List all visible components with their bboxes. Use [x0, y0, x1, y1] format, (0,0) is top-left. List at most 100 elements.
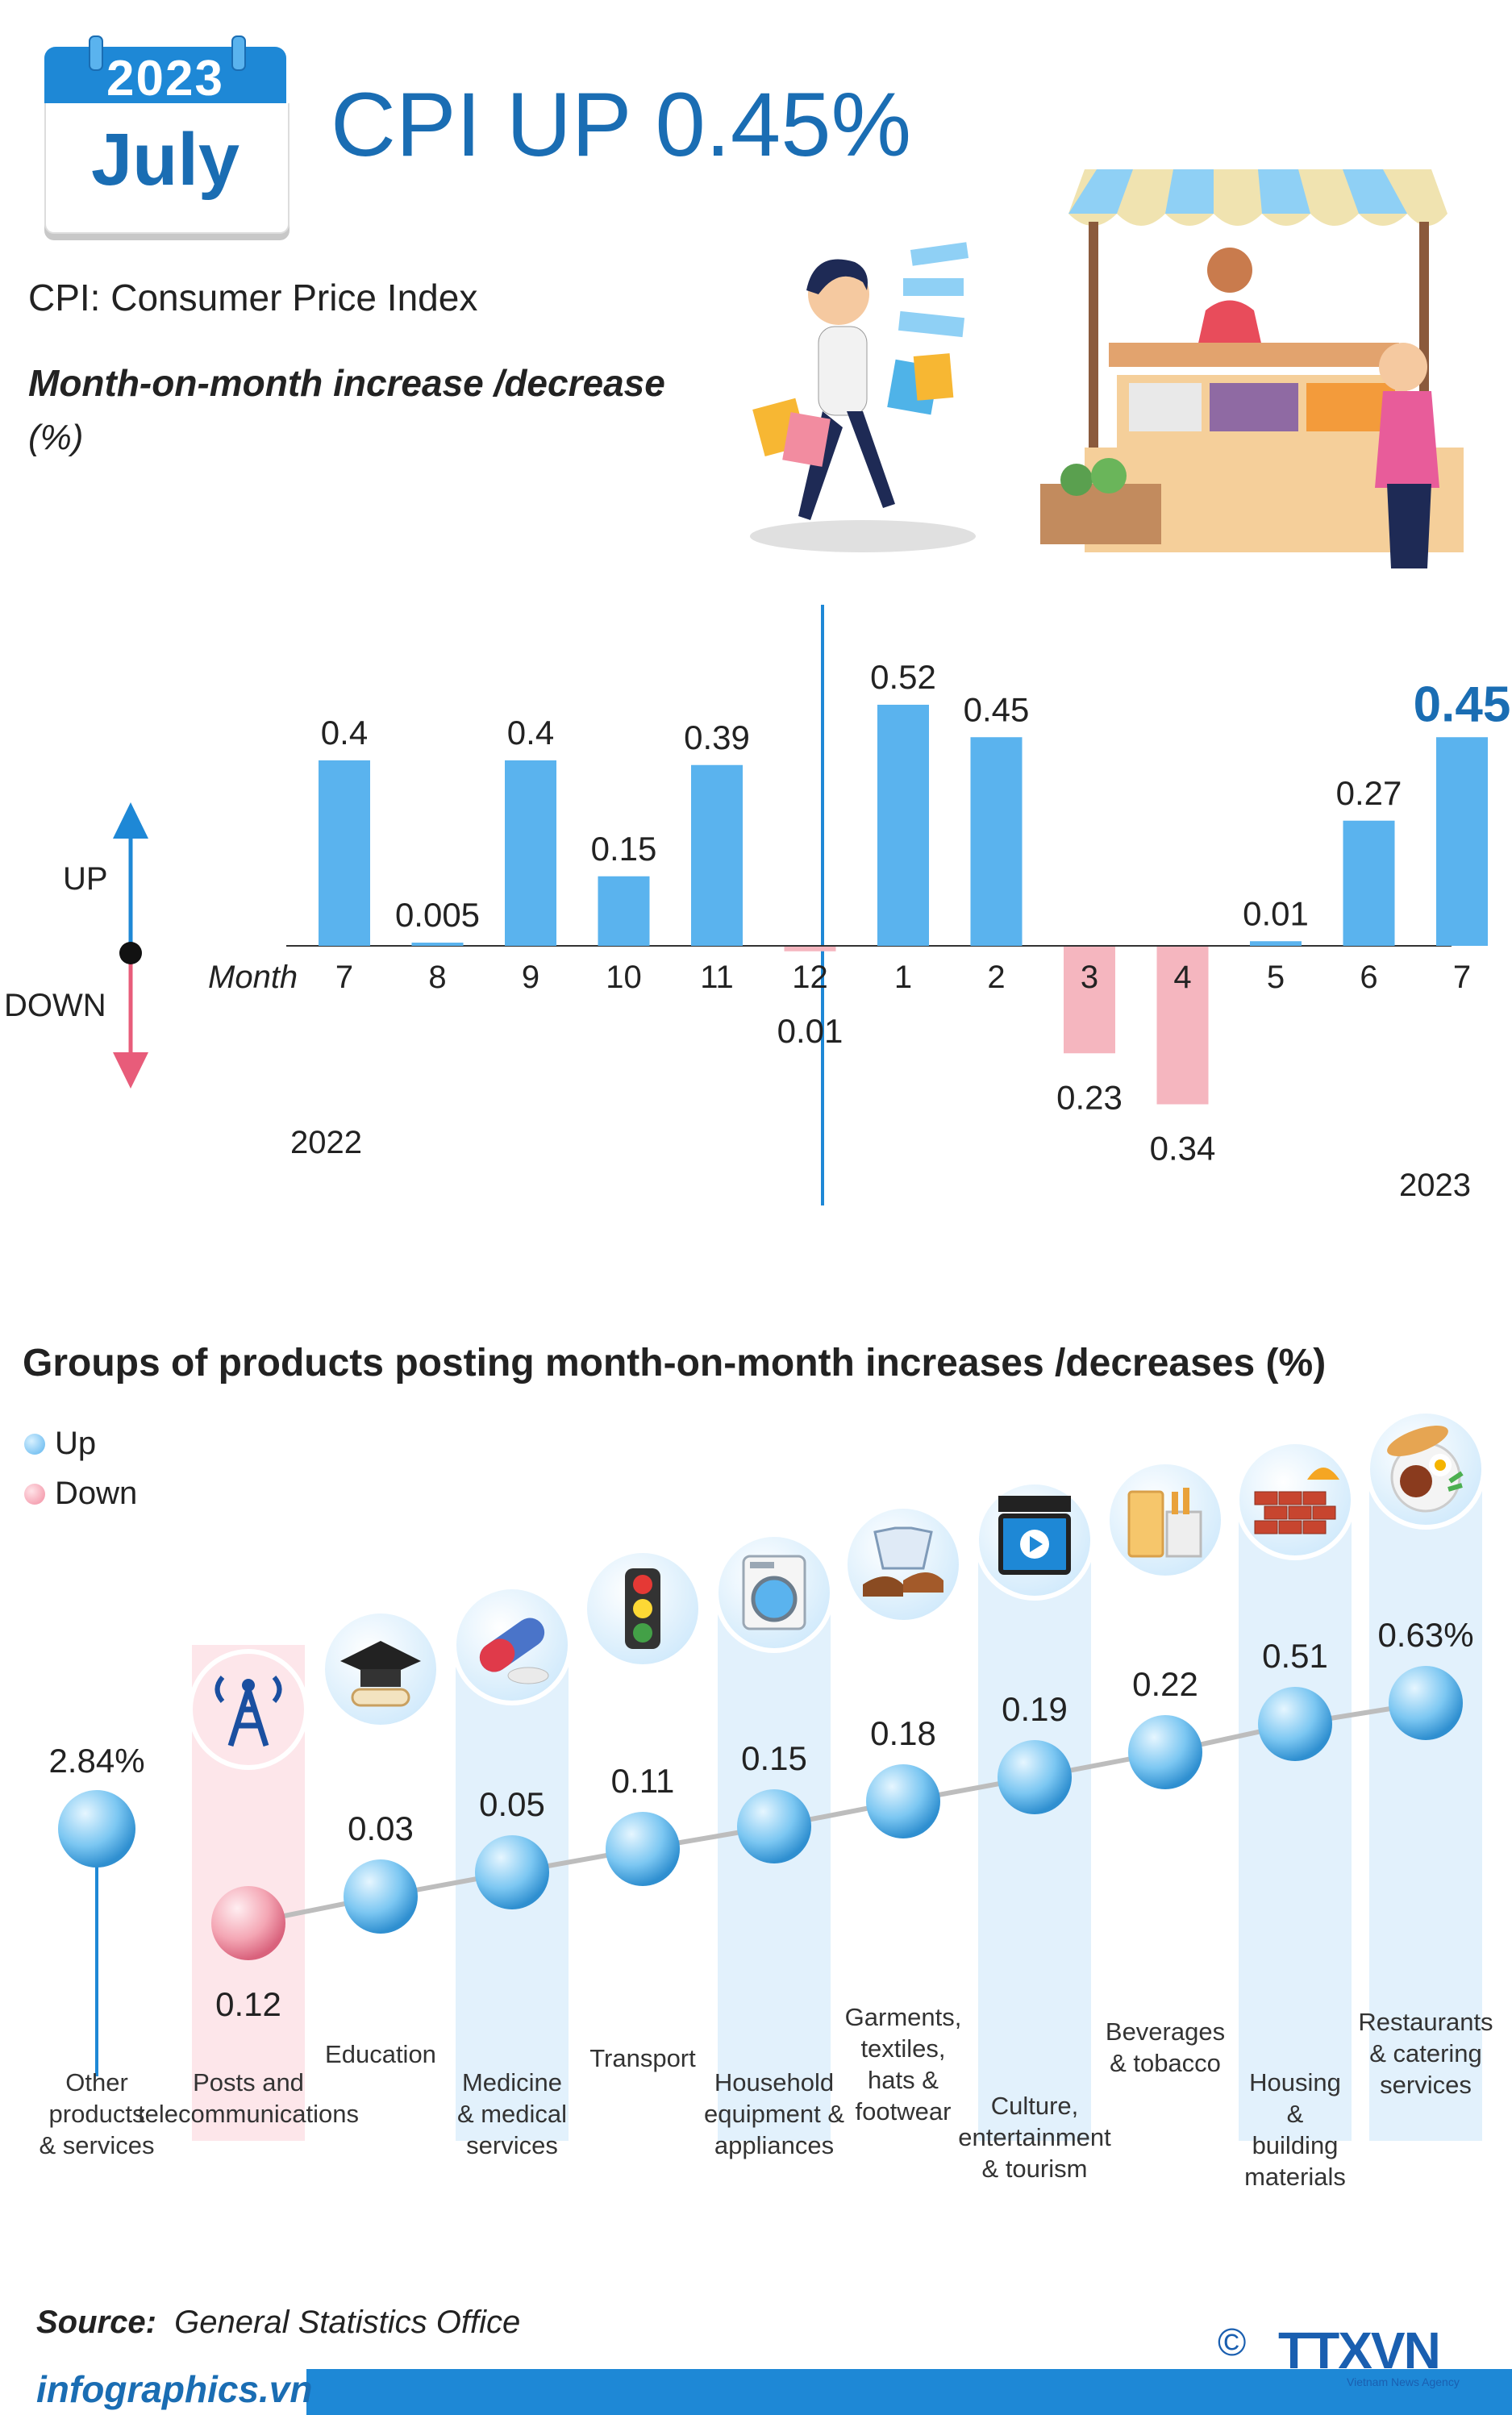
group-value-4: 0.05 — [479, 1785, 545, 1823]
bar-label-5: 0.39 — [684, 718, 750, 756]
group-ball-2 — [211, 1886, 285, 1960]
bar-month-11 — [1250, 941, 1302, 946]
bar-month-9 — [1064, 947, 1115, 1054]
legend-down-label: Down — [55, 1476, 138, 1511]
bar-label-9: 0.23 — [1056, 1078, 1123, 1116]
bar-label-11: 0.01 — [1243, 894, 1309, 932]
group-category-7: Garments, textiles, hats & footwear — [845, 2003, 962, 2126]
down-arrow-icon — [113, 1052, 148, 1089]
tower-icon — [188, 1649, 309, 1770]
group-category-8: Culture, entertainment & tourism — [958, 2092, 1111, 2183]
group-value-11: 0.63% — [1377, 1616, 1473, 1654]
group-ball-1 — [58, 1790, 135, 1867]
group-category-11: Restaurants & catering services — [1358, 2008, 1493, 2099]
group-value-5: 0.11 — [611, 1762, 675, 1800]
pill-icon — [452, 1584, 573, 1705]
bar-month-10 — [1156, 947, 1209, 1105]
group-category-2: Posts and telecommunications — [138, 2068, 359, 2128]
bar-label-2: 0.005 — [395, 896, 480, 934]
group-ball-10 — [1258, 1687, 1332, 1761]
bar-month-13 — [1436, 737, 1488, 946]
graduation-cap-icon — [320, 1609, 441, 1730]
bar-label-12: 0.27 — [1336, 774, 1402, 812]
chart-heading: Month-on-month increase /decrease — [28, 362, 665, 404]
source-text: General Statistics Office — [174, 2305, 521, 2340]
column-highlight-11 — [1369, 1451, 1482, 2141]
month-tick-7: 1 — [894, 960, 912, 995]
group-value-9: 0.22 — [1132, 1665, 1198, 1703]
bar-month-1 — [319, 760, 370, 946]
up-arrow-icon — [113, 802, 148, 839]
bar-month-7 — [877, 705, 929, 946]
bar-label-13: 0.45 — [1414, 677, 1511, 732]
group-value-3: 0.03 — [348, 1809, 414, 1847]
group-ball-5 — [606, 1812, 680, 1886]
down-label: DOWN — [4, 988, 106, 1023]
group-category-5: Transport — [589, 2044, 696, 2072]
group-value-1: 2.84% — [48, 1742, 144, 1780]
group-category-3: Education — [325, 2040, 436, 2068]
chart-unit: (%) — [28, 418, 84, 457]
video-icon — [974, 1480, 1095, 1601]
group-ball-6 — [737, 1789, 811, 1863]
group-value-2: 0.12 — [215, 1985, 281, 2023]
ttxvn-logo: TTXVN — [1278, 2321, 1441, 2380]
shopper-illustration — [750, 242, 976, 552]
calendar-month: July — [90, 119, 240, 201]
group-ball-4 — [475, 1835, 549, 1909]
bar-month-6 — [784, 947, 836, 951]
month-tick-8: 2 — [987, 960, 1005, 995]
group-value-8: 0.19 — [1002, 1690, 1068, 1728]
site-link[interactable]: infographics.vn — [36, 2368, 313, 2410]
month-tick-2: 8 — [428, 960, 446, 995]
up-down-arrow — [113, 802, 148, 1089]
drinks-icon — [1105, 1459, 1226, 1580]
group-value-7: 0.18 — [870, 1714, 936, 1752]
bar-label-6: 0.01 — [777, 1012, 843, 1050]
shirt-shoes-icon — [843, 1504, 964, 1625]
legend-down-dot — [24, 1483, 45, 1505]
product-groups-chart: 2.84% 0.12 0.03 0.05 0.11 0.15 0.18 0.19 0.22 0.5… — [40, 1409, 1493, 2191]
month-tick-1: 7 — [335, 960, 353, 995]
column-highlight-6 — [718, 1597, 831, 2141]
footer-bar — [0, 2369, 1512, 2415]
group-ball-9 — [1128, 1715, 1202, 1789]
month-tick-11: 5 — [1267, 960, 1285, 995]
copyright-symbol: © — [1218, 2321, 1247, 2364]
up-label: UP — [63, 861, 108, 897]
bar-month-2 — [411, 943, 464, 946]
bar-label-8: 0.45 — [964, 690, 1030, 728]
legend-down: Down — [24, 1476, 137, 1512]
bar-month-4 — [598, 876, 650, 946]
bricks-icon — [1235, 1439, 1356, 1560]
column-highlight-8 — [978, 1548, 1091, 2141]
calendar-year: 2023 — [106, 51, 224, 106]
groups-title: Groups of products posting month-on-mont… — [23, 1342, 1327, 1384]
trend-line — [248, 1701, 1427, 1926]
group-ball-11 — [1389, 1666, 1463, 1740]
bar-month-12 — [1343, 820, 1395, 946]
source: Source: General Statistics Office — [36, 2305, 520, 2341]
bar-label-4: 0.15 — [591, 830, 657, 868]
group-category-10: Housing & building materials — [1244, 2068, 1346, 2191]
bar-month-8 — [970, 737, 1023, 946]
logo-subtitle: Vietnam News Agency — [1347, 2375, 1460, 2388]
month-tick-10: 4 — [1173, 960, 1191, 995]
group-ball-7 — [866, 1764, 940, 1838]
food-plate-icon — [1365, 1409, 1486, 1530]
month-tick-13: 7 — [1453, 960, 1471, 995]
group-category-9: Beverages & tobacco — [1106, 2017, 1225, 2077]
month-tick-9: 3 — [1081, 960, 1098, 995]
bar-month-3 — [505, 760, 556, 946]
group-value-6: 0.15 — [741, 1739, 807, 1777]
traffic-light-icon — [582, 1548, 703, 1669]
bar-label-3: 0.4 — [507, 714, 554, 752]
month-tick-4: 10 — [606, 960, 642, 995]
legend-up-dot — [24, 1433, 45, 1455]
legend-up-label: Up — [55, 1426, 97, 1461]
group-ball-8 — [998, 1740, 1072, 1814]
bar-label-1: 0.4 — [321, 714, 368, 752]
bar-label-7: 0.52 — [870, 658, 936, 696]
month-tick-12: 6 — [1360, 960, 1377, 995]
washing-machine-icon — [714, 1532, 835, 1653]
